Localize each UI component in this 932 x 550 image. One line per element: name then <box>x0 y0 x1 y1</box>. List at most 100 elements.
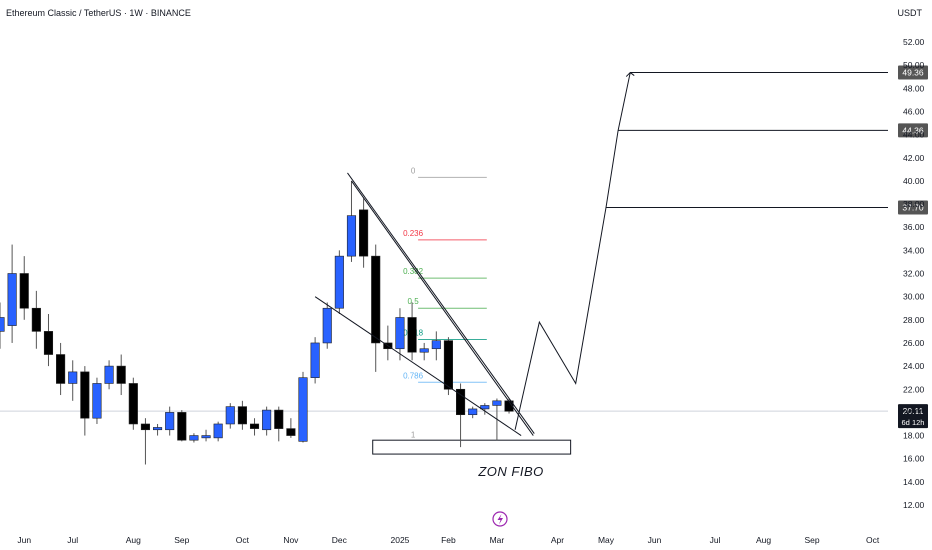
x-tick-label: Jul <box>67 535 78 545</box>
candle-body <box>419 348 429 353</box>
y-tick-label: 52.00 <box>903 37 925 47</box>
candle-body <box>7 273 17 326</box>
y-tick-label: 42.00 <box>903 153 925 163</box>
candle-body <box>68 371 78 384</box>
candle-body <box>286 428 296 436</box>
candle-body <box>371 255 381 344</box>
x-tick-label: May <box>598 535 615 545</box>
candle-body <box>395 317 405 350</box>
target-badge-label: 37.70 <box>902 203 924 213</box>
fib-level-label: 1 <box>411 430 416 439</box>
x-tick-label: Oct <box>236 535 250 545</box>
current-price-label: 20.11 <box>903 406 924 416</box>
candle-body <box>140 423 150 431</box>
target-badge-label: 44.36 <box>902 125 924 135</box>
x-tick-label: Mar <box>490 535 505 545</box>
candle-body <box>128 383 138 425</box>
candle-body <box>177 412 187 441</box>
candle-body <box>322 307 332 344</box>
y-tick-label: 40.00 <box>903 176 925 186</box>
wedge-lower-line <box>314 296 522 436</box>
fib-level-label: 0.236 <box>403 229 424 238</box>
y-tick-label: 36.00 <box>903 222 925 232</box>
candle-body <box>189 435 199 441</box>
candle-body <box>468 408 478 416</box>
candle-body <box>237 406 247 425</box>
drawings-layer: 49.36 44.36 37.70 20.11 6d 12h <box>314 65 928 436</box>
candle-body <box>43 331 54 355</box>
candle-body <box>298 377 308 442</box>
lightning-icon-bolt <box>497 514 503 525</box>
candle-body <box>92 383 102 419</box>
x-tick-label: 2025 <box>390 535 409 545</box>
lightning-icon-ring <box>492 511 508 527</box>
y-tick-label: 46.00 <box>903 106 925 116</box>
candle-body <box>153 427 163 431</box>
x-tick-label: Apr <box>551 535 564 545</box>
x-tick-label: Feb <box>441 535 456 545</box>
y-tick-label: 16.00 <box>903 454 925 464</box>
candle-body <box>274 409 284 429</box>
y-tick-label: 24.00 <box>903 361 925 371</box>
candle-body <box>407 317 417 353</box>
candle-body <box>19 273 29 309</box>
candle-body <box>310 342 320 378</box>
projection-path <box>514 72 631 430</box>
y-tick-label: 38.00 <box>903 199 925 209</box>
x-axis[interactable]: Jun Jul Aug Sep Oct Nov Dec 2025 Feb Mar Apr May Jun… <box>17 535 880 545</box>
candle-body <box>165 412 175 431</box>
fib-level-label: 0.5 <box>408 297 420 306</box>
y-tick-label: 18.00 <box>903 431 925 441</box>
candle-body <box>104 365 114 384</box>
y-tick-label: 14.00 <box>903 477 925 487</box>
x-tick-label: Oct <box>866 535 880 545</box>
target-badge <box>898 65 928 80</box>
candle-body <box>31 307 41 332</box>
y-tick-label: 20.00 <box>903 407 925 417</box>
y-tick-label: 26.00 <box>903 338 925 348</box>
candle-body <box>443 340 453 390</box>
wedge-upper-line <box>351 180 534 436</box>
x-tick-label: Jun <box>17 535 31 545</box>
y-tick-label: 12.00 <box>903 500 925 510</box>
fibo-zone-box <box>372 439 572 455</box>
candle-body <box>334 255 344 309</box>
candle-body <box>201 435 211 439</box>
y-tick-label: 30.00 <box>903 292 925 302</box>
candle-body <box>431 340 441 350</box>
chart-title: Ethereum Classic / TetherUS · 1W · BINAN… <box>6 8 191 18</box>
currency-label: USDT <box>897 8 923 18</box>
lightning-icon[interactable] <box>492 511 508 527</box>
y-tick-label: 50.00 <box>903 60 925 70</box>
y-tick-label: 34.00 <box>903 245 925 255</box>
candle-body <box>249 423 260 429</box>
y-tick-label: 22.00 <box>903 384 925 394</box>
candle-body <box>262 409 272 431</box>
candle-body <box>492 400 502 406</box>
y-axis[interactable]: 12.00 14.00 16.00 18.00 20.00 22.00 24.00 26.00… <box>903 37 925 510</box>
x-tick-label: Nov <box>283 535 299 545</box>
x-tick-label: Sep <box>174 535 189 545</box>
candle-body <box>480 405 490 410</box>
y-tick-label: 44.00 <box>903 130 925 140</box>
y-tick-label: 28.00 <box>903 315 925 325</box>
y-tick-label: 32.00 <box>903 269 925 279</box>
fib-level-label: 0.382 <box>403 267 424 276</box>
target-badge-label: 49.36 <box>902 68 924 78</box>
x-tick-label: Aug <box>126 535 141 545</box>
candle-body <box>346 215 357 257</box>
countdown-label: 6d 12h <box>902 418 925 427</box>
x-tick-label: Sep <box>804 535 819 545</box>
candle-body <box>213 423 223 439</box>
x-tick-label: Jul <box>710 535 721 545</box>
candles-layer <box>0 180 514 465</box>
fibo-zone-label: ZON FIBO <box>477 464 543 479</box>
candle-body <box>80 371 90 419</box>
fib-level-label: 0.786 <box>403 371 424 380</box>
fibo-zone-layer: ZON FIBO <box>372 439 572 479</box>
x-tick-label: Dec <box>332 535 348 545</box>
wedge-upper-channel <box>347 172 535 434</box>
candle-body <box>456 388 466 416</box>
